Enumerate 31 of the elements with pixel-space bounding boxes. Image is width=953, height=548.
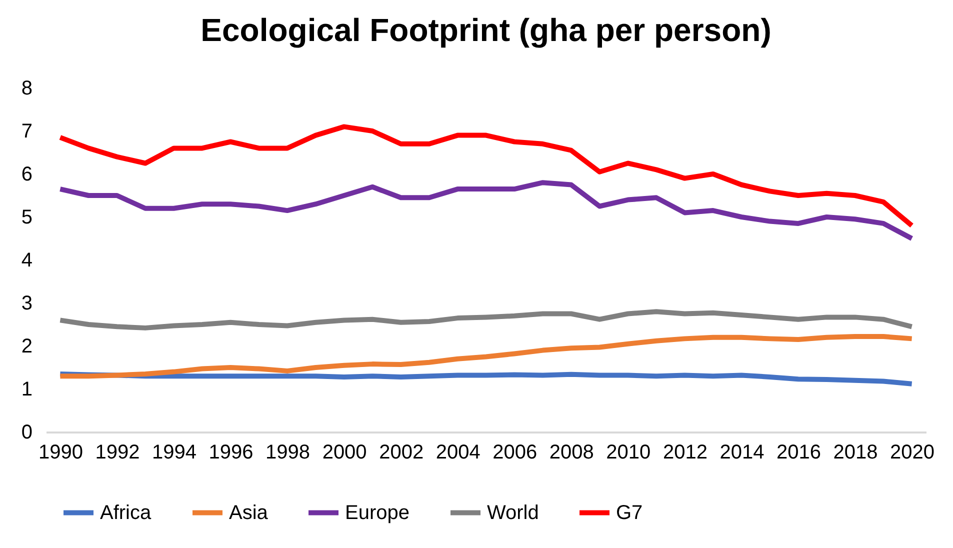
legend-label: World bbox=[487, 502, 539, 524]
legend-label: Asia bbox=[229, 502, 269, 524]
chart-title: Ecological Footprint (gha per person) bbox=[200, 12, 772, 48]
legend-label: G7 bbox=[616, 502, 643, 524]
x-tick-label: 2000 bbox=[322, 442, 367, 464]
x-tick-label: 1996 bbox=[208, 442, 254, 464]
y-tick-label: 2 bbox=[21, 336, 32, 358]
x-tick-label: 1994 bbox=[152, 442, 196, 464]
x-tick-label: 2010 bbox=[606, 442, 651, 464]
x-tick-label: 2008 bbox=[549, 442, 594, 464]
y-tick-label: 6 bbox=[21, 164, 32, 186]
x-tick-label: 2012 bbox=[662, 442, 708, 464]
x-tick-label: 1992 bbox=[95, 442, 140, 464]
x-tick-label: 2006 bbox=[492, 442, 538, 464]
x-tick-label: 2020 bbox=[890, 442, 935, 464]
y-tick-label: 3 bbox=[21, 292, 32, 314]
x-tick-label: 2016 bbox=[776, 442, 822, 464]
y-tick-label: 1 bbox=[21, 378, 32, 400]
x-tick-label: 2004 bbox=[436, 442, 480, 464]
x-tick-label: 2014 bbox=[720, 442, 764, 464]
y-tick-label: 0 bbox=[21, 422, 32, 444]
x-tick-label: 1990 bbox=[38, 442, 83, 464]
y-tick-label: 7 bbox=[21, 120, 32, 142]
x-tick-label: 2002 bbox=[379, 442, 424, 464]
legend-label: Africa bbox=[100, 502, 152, 524]
y-tick-label: 8 bbox=[21, 78, 32, 100]
y-tick-label: 4 bbox=[21, 250, 32, 272]
x-tick-label: 1998 bbox=[266, 442, 310, 464]
legend-label: Europe bbox=[345, 502, 410, 524]
x-tick-label: 2018 bbox=[833, 442, 878, 464]
y-tick-label: 5 bbox=[21, 206, 32, 228]
